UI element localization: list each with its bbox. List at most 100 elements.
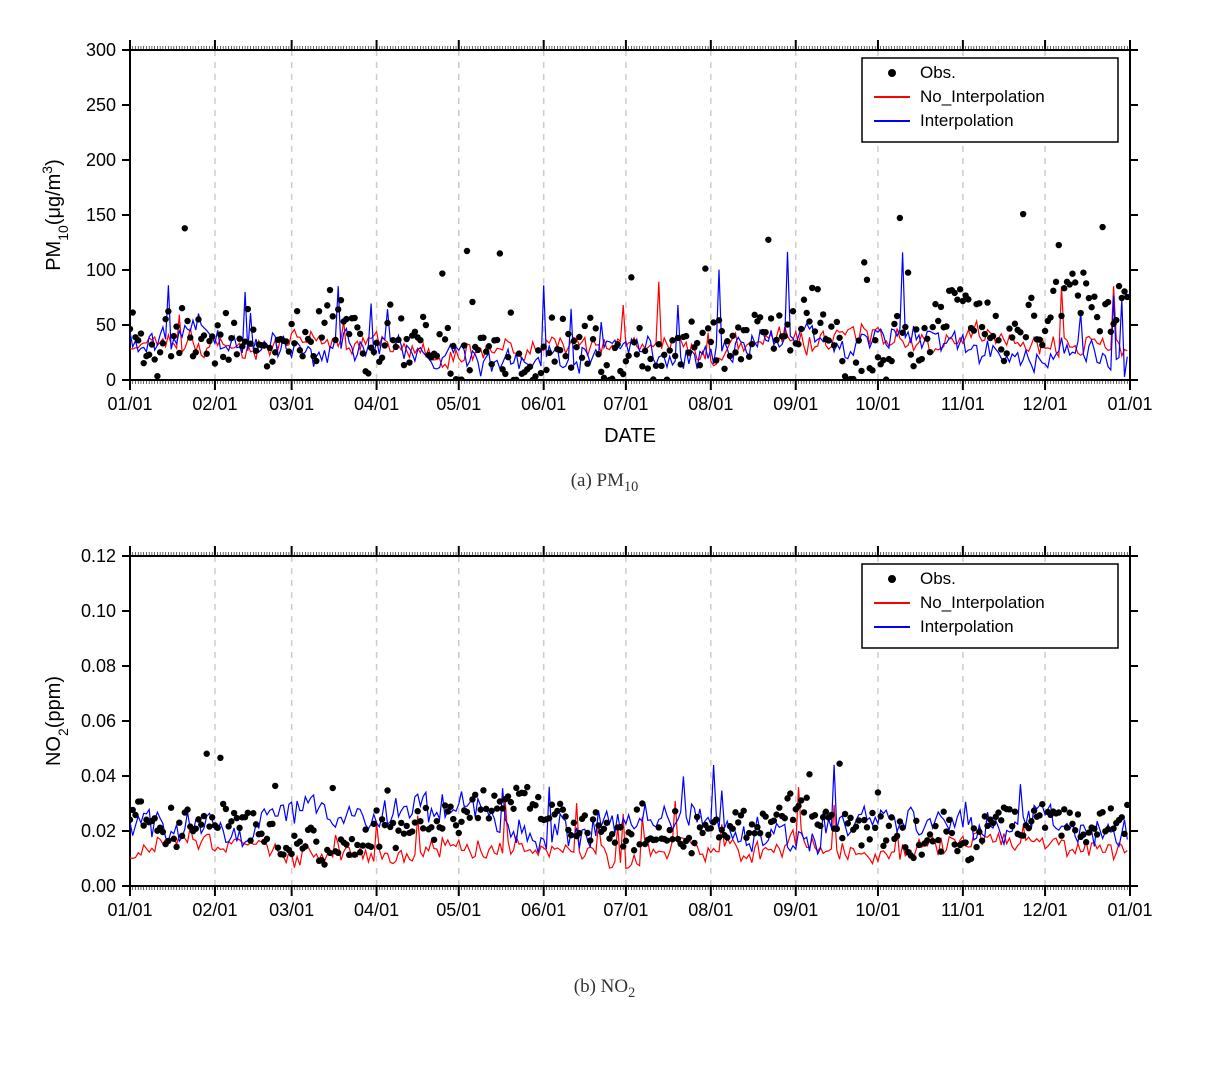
obs-point xyxy=(220,354,226,360)
obs-point xyxy=(516,350,522,356)
obs-point xyxy=(412,819,418,825)
obs-point xyxy=(1110,825,1116,831)
obs-point xyxy=(773,811,779,817)
obs-point xyxy=(379,816,385,822)
obs-point xyxy=(595,822,601,828)
panel-pm10: 05010015020025030001/0102/0103/0104/0105… xyxy=(20,20,1189,496)
obs-point xyxy=(636,841,642,847)
obs-point xyxy=(1039,801,1045,807)
obs-point xyxy=(288,850,294,856)
obs-point xyxy=(1105,299,1111,305)
obs-point xyxy=(990,333,996,339)
obs-point xyxy=(513,784,519,790)
obs-point xyxy=(371,349,377,355)
obs-point xyxy=(299,353,305,359)
obs-point xyxy=(880,357,886,363)
obs-point xyxy=(357,331,363,337)
obs-point xyxy=(132,812,138,818)
obs-point xyxy=(593,325,599,331)
obs-point xyxy=(1075,811,1081,817)
obs-point xyxy=(705,325,711,331)
obs-point xyxy=(508,799,514,805)
obs-point xyxy=(960,298,966,304)
obs-point xyxy=(899,824,905,830)
obs-point xyxy=(168,353,174,359)
obs-point xyxy=(694,340,700,346)
obs-point xyxy=(472,791,478,797)
obs-point xyxy=(584,830,590,836)
obs-point xyxy=(823,808,829,814)
obs-point xyxy=(1094,831,1100,837)
xtick-label: 03/01 xyxy=(269,394,314,414)
obs-point xyxy=(935,837,941,843)
obs-point xyxy=(294,308,300,314)
obs-point xyxy=(477,806,483,812)
obs-point xyxy=(398,315,404,321)
obs-point xyxy=(902,324,908,330)
obs-point xyxy=(538,370,544,376)
ytick-label: 0.00 xyxy=(81,876,116,896)
obs-point xyxy=(313,358,319,364)
obs-point xyxy=(439,825,445,831)
obs-point xyxy=(510,805,516,811)
obs-point xyxy=(217,331,223,337)
obs-point xyxy=(787,790,793,796)
obs-point xyxy=(604,819,610,825)
obs-point xyxy=(532,802,538,808)
obs-point xyxy=(924,837,930,843)
obs-point xyxy=(560,806,566,812)
obs-point xyxy=(609,831,615,837)
obs-point xyxy=(776,804,782,810)
obs-point xyxy=(656,824,662,830)
obs-point xyxy=(209,814,215,820)
obs-point xyxy=(697,824,703,830)
obs-point xyxy=(672,353,678,359)
obs-point xyxy=(1025,302,1031,308)
obs-point xyxy=(930,324,936,330)
obs-point xyxy=(543,367,549,373)
obs-point xyxy=(743,327,749,333)
ytick-label: 100 xyxy=(86,260,116,280)
obs-point xyxy=(1072,827,1078,833)
obs-point xyxy=(245,306,251,312)
obs-point xyxy=(335,849,341,855)
obs-point xyxy=(357,849,363,855)
obs-point xyxy=(990,820,996,826)
obs-point xyxy=(765,831,771,837)
obs-point xyxy=(234,815,240,821)
obs-point xyxy=(1020,211,1026,217)
obs-point xyxy=(475,815,481,821)
obs-point xyxy=(450,343,456,349)
obs-point xyxy=(864,824,870,830)
obs-point xyxy=(872,824,878,830)
obs-point xyxy=(414,808,420,814)
obs-point xyxy=(272,349,278,355)
xtick-label: 07/01 xyxy=(603,394,648,414)
obs-point xyxy=(891,321,897,327)
obs-point xyxy=(667,347,673,353)
xtick-label: 06/01 xyxy=(521,394,566,414)
obs-point xyxy=(346,331,352,337)
obs-point xyxy=(198,821,204,827)
obs-point xyxy=(847,814,853,820)
obs-point xyxy=(984,299,990,305)
obs-point xyxy=(371,820,377,826)
obs-point xyxy=(497,798,503,804)
obs-point xyxy=(431,836,437,842)
obs-point xyxy=(1124,801,1130,807)
obs-point xyxy=(762,813,768,819)
obs-point xyxy=(751,830,757,836)
obs-point xyxy=(140,822,146,828)
obs-point xyxy=(749,341,755,347)
obs-point xyxy=(1001,358,1007,364)
obs-point xyxy=(505,354,511,360)
obs-point xyxy=(853,359,859,365)
obs-point xyxy=(787,347,793,353)
obs-point xyxy=(872,337,878,343)
xtick-label: 10/01 xyxy=(855,394,900,414)
obs-point xyxy=(223,806,229,812)
obs-point xyxy=(1056,809,1062,815)
obs-point xyxy=(204,351,210,357)
obs-point xyxy=(1121,288,1127,294)
obs-point xyxy=(253,821,259,827)
